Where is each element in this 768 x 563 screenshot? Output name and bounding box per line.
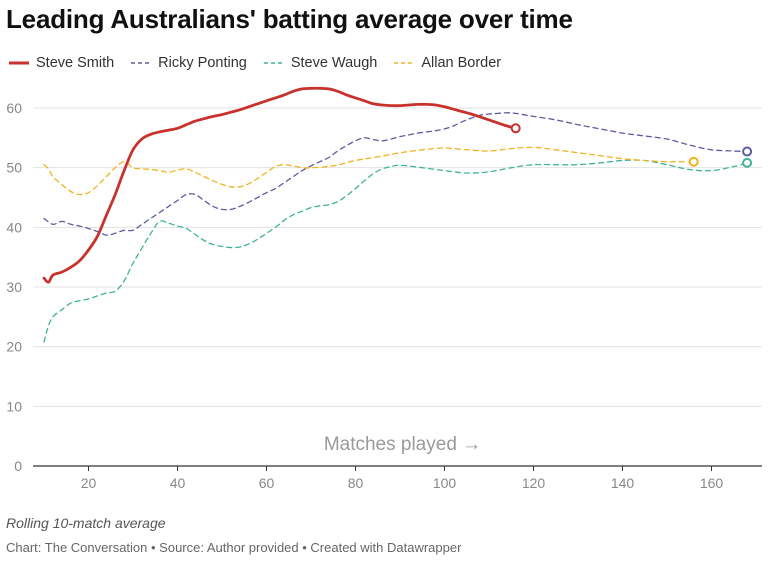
series-line-steve-smith — [42, 86, 518, 284]
x-axis-label: Matches played → — [324, 434, 481, 455]
legend-label: Steve Smith — [36, 55, 115, 71]
legend-item-steve-waugh: Steve Waugh — [263, 55, 378, 71]
x-tick-label: 160 — [700, 475, 724, 491]
legend-label: Steve Waugh — [290, 55, 378, 71]
series-line-allan-border — [43, 146, 695, 196]
x-tick-label: 20 — [81, 475, 97, 491]
legend-item-steve-smith: Steve Smith — [8, 55, 114, 71]
series-endpoint-steve-waugh — [742, 157, 753, 168]
chart-note: Rolling 10-match average — [6, 515, 166, 531]
legend-swatch — [263, 62, 284, 64]
x-tick-label: 100 — [433, 475, 457, 491]
y-tick-label: 40 — [6, 219, 22, 235]
legend-item-allan-border: Allan Border — [393, 55, 501, 71]
legend-item-ricky-ponting: Ricky Ponting — [130, 55, 247, 71]
x-tick-label: 40 — [170, 475, 186, 491]
legend-label: Ricky Ponting — [158, 55, 247, 71]
series-line-ricky-ponting — [43, 112, 748, 236]
series-endpoint-ricky-ponting — [742, 146, 753, 157]
chart-footer: Chart: The Conversation • Source: Author… — [6, 540, 462, 555]
legend-label: Allan Border — [421, 55, 502, 71]
line-chart: 0 10 20 30 40 50 60 20 40 60 80 100 120 140 160 Matches… — [6, 86, 762, 491]
y-tick-label: 50 — [6, 160, 22, 176]
series-line-steve-waugh — [43, 159, 748, 343]
y-tick-label: 10 — [6, 398, 22, 414]
chart-title: Leading Australians' batting average ove… — [6, 4, 573, 34]
series-endpoint-allan-border — [688, 156, 699, 167]
x-tick-label: 80 — [348, 475, 364, 491]
legend-swatch — [394, 62, 415, 64]
y-tick-label: 60 — [6, 100, 22, 116]
y-tick-label: 30 — [6, 279, 22, 295]
legend-swatch — [9, 61, 29, 65]
series-endpoint-steve-smith — [510, 123, 521, 134]
x-tick-label: 60 — [259, 475, 275, 491]
legend-swatch — [131, 62, 152, 64]
y-tick-label: 0 — [14, 458, 22, 474]
legend: Steve Smith Ricky Ponting Steve Waugh Allan… — [8, 54, 517, 72]
x-tick-label: 140 — [611, 475, 635, 491]
x-tick-label: 120 — [522, 475, 546, 491]
y-tick-label: 20 — [6, 339, 22, 355]
